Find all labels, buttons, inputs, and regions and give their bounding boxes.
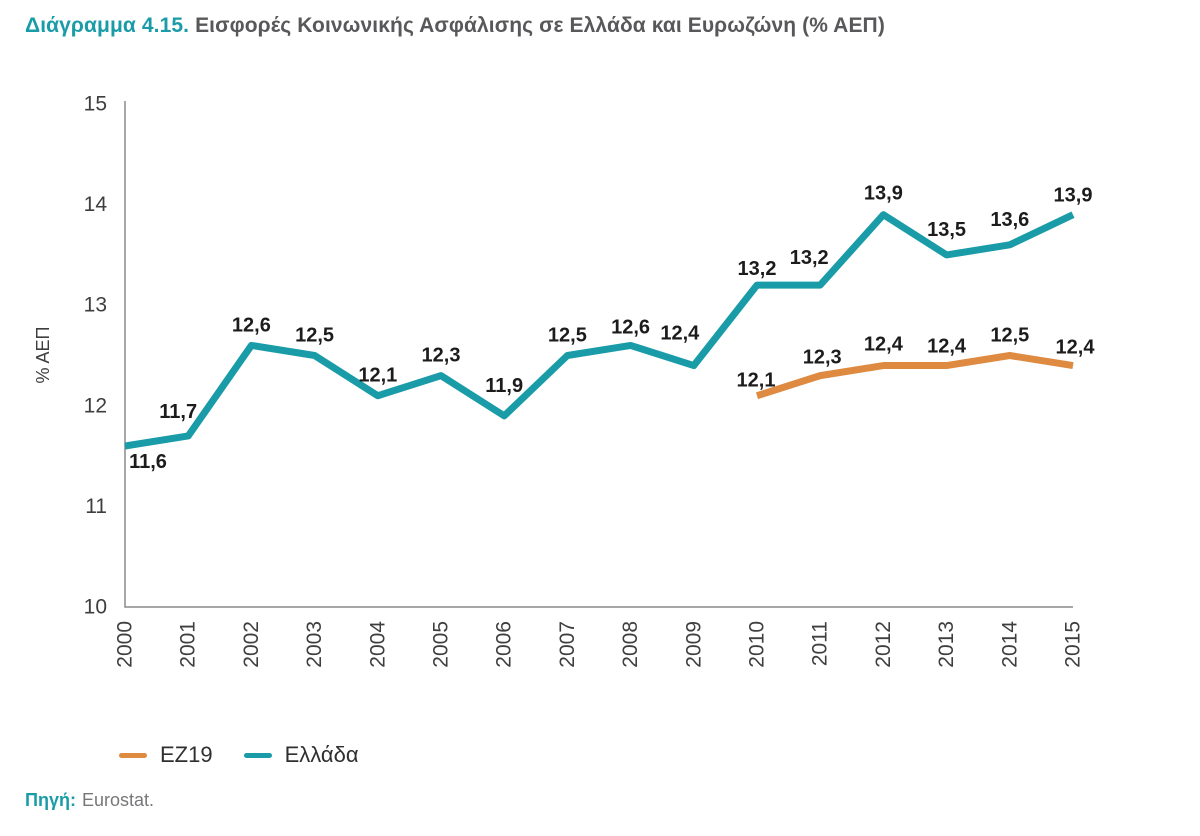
- data-point-label: 12,6: [232, 314, 271, 336]
- data-point-label: 12,5: [295, 325, 334, 347]
- x-tick-label: 2012: [872, 621, 895, 668]
- data-point-label: 12,3: [803, 347, 842, 369]
- data-point-label: 13,6: [990, 209, 1029, 231]
- axis-lines: [124, 101, 1073, 608]
- chart-title-text: Εισφορές Κοινωνικής Ασφάλισης σε Ελλάδα …: [195, 14, 885, 37]
- y-tick-label: 13: [84, 294, 107, 317]
- y-tick-label: 10: [84, 596, 107, 619]
- data-point-label: 13,9: [864, 183, 903, 205]
- data-point-label: 13,9: [1054, 185, 1093, 207]
- legend-label-ez19: EZ19: [160, 742, 213, 767]
- data-point-label: 13,5: [927, 219, 966, 241]
- legend-label-greece: Ελλάδα: [284, 742, 359, 767]
- x-tick-label: 2004: [366, 621, 389, 668]
- greece-line-swatch: [243, 752, 272, 758]
- y-tick-label: 14: [84, 193, 108, 216]
- x-tick-label: 2006: [493, 621, 516, 668]
- x-tick-label: 2009: [682, 621, 705, 668]
- data-point-label: 11,7: [159, 401, 197, 423]
- x-tick-label: 2011: [809, 621, 832, 666]
- y-tick-label: 15: [84, 93, 107, 116]
- chart-legend: EZ19 Ελλάδα: [119, 741, 359, 769]
- data-point-label: 12,1: [358, 365, 397, 387]
- x-tick-label: 2002: [240, 621, 263, 668]
- y-axis-title: % ΑΕΠ: [33, 326, 53, 383]
- data-point-label: 12,6: [611, 316, 650, 338]
- x-tick-label: 2010: [746, 621, 769, 668]
- greece-line: [124, 211, 1075, 450]
- legend-item-greece: Ελλάδα: [243, 742, 359, 768]
- data-point-label: 12,1: [737, 370, 776, 392]
- x-tick-label: 2007: [556, 621, 579, 668]
- chart-title-number: Διάγραμμα 4.15.: [25, 14, 190, 37]
- data-point-label: 11,9: [485, 375, 523, 397]
- data-point-label: 12,5: [990, 325, 1029, 347]
- ez19-line: [755, 352, 1074, 400]
- x-tick-label: 2014: [998, 621, 1021, 668]
- x-tick-label: 2008: [619, 621, 642, 668]
- x-tick-label: 2001: [177, 621, 200, 668]
- x-tick-label: 2000: [114, 621, 137, 668]
- data-point-label: 12,3: [422, 345, 461, 367]
- source-label: Πηγή:: [25, 790, 76, 810]
- source-text: Eurostat.: [82, 790, 155, 810]
- x-tick-label: 2015: [1062, 621, 1085, 668]
- data-point-label: 12,4: [864, 334, 904, 356]
- source-note: Πηγή: Eurostat.: [25, 790, 154, 811]
- chart-title: Διάγραμμα 4.15. Εισφορές Κοινωνικής Ασφάλ…: [25, 14, 885, 38]
- ez19-line-swatch: [119, 752, 147, 758]
- legend-item-ez19: EZ19: [119, 742, 213, 768]
- data-point-label: 11,6: [129, 451, 167, 473]
- data-point-label: 12,4: [927, 336, 967, 358]
- data-point-label: 12,4: [1056, 337, 1096, 359]
- data-point-label: 12,5: [548, 325, 587, 347]
- x-tick-label: 2013: [935, 621, 958, 668]
- y-tick-label: 12: [84, 394, 107, 417]
- data-point-label: 12,4: [660, 323, 700, 345]
- x-tick-label: 2005: [430, 621, 453, 668]
- y-tick-label: 11: [85, 495, 107, 518]
- x-tick-label: 2003: [303, 621, 326, 668]
- data-point-label: 13,2: [738, 258, 777, 280]
- data-point-label: 13,2: [790, 247, 829, 269]
